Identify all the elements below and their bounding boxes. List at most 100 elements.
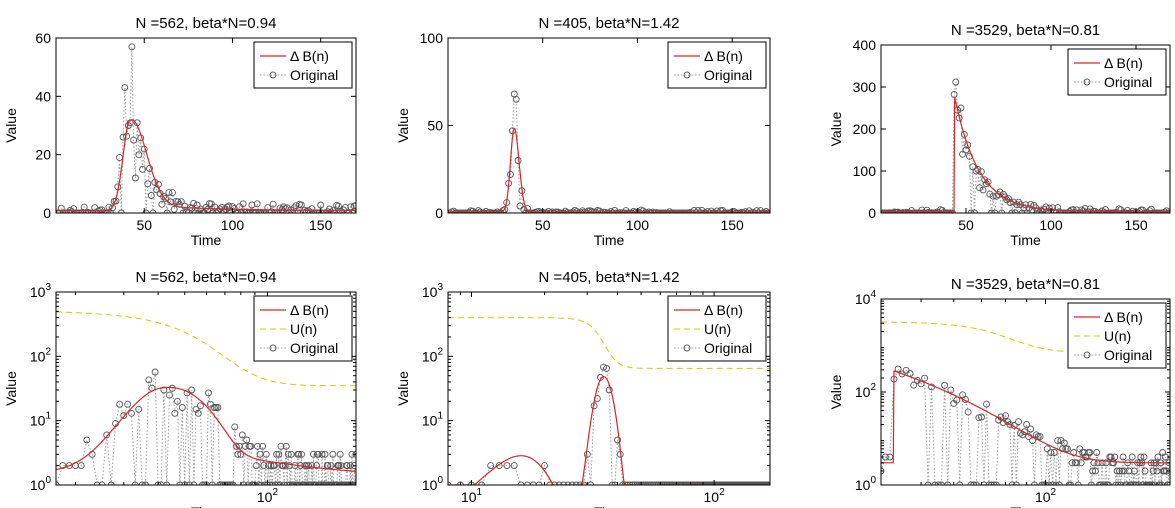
original-point: [507, 171, 514, 178]
y-tick-label: 40: [35, 88, 51, 104]
y-tick-label: 103: [30, 282, 52, 300]
original-point: [669, 209, 677, 213]
original-point: [351, 481, 356, 485]
y-tick-label: 100: [853, 163, 877, 179]
legend: Δ B(n) Original: [1067, 48, 1167, 96]
legend-label: Original: [290, 67, 338, 83]
original-point: [1127, 209, 1135, 213]
x-tick-label: 101: [461, 487, 483, 505]
original-point: [541, 462, 548, 470]
original-point: [990, 481, 998, 485]
original-point: [673, 209, 681, 213]
x-axis-label: Time: [191, 232, 222, 248]
original-point: [188, 386, 196, 394]
original-point: [660, 209, 668, 213]
original-point: [61, 209, 69, 213]
original-point: [653, 481, 661, 485]
x-tick-label: 50: [535, 217, 551, 233]
original-point: [343, 462, 351, 470]
legend: Δ B(n) U(n) Original: [253, 295, 353, 362]
original-point: [452, 209, 460, 213]
original-point: [499, 207, 507, 213]
original-point: [478, 209, 486, 213]
legend: Δ B(n) Original: [667, 41, 767, 89]
legend-box: [253, 41, 353, 89]
original-point: [232, 442, 240, 450]
original-point: [1129, 481, 1137, 485]
original-point: [179, 209, 187, 213]
original-point: [321, 450, 329, 458]
chart-1: N =562, beta*N=0.94 Time Value 50 100 150 0 20 4…: [3, 15, 357, 248]
original-point: [261, 481, 269, 485]
delta-b-series-line: [448, 127, 770, 213]
original-point: [93, 481, 101, 485]
original-point: [234, 209, 242, 213]
original-point: [645, 481, 653, 485]
original-point: [314, 450, 322, 458]
original-point: [964, 408, 972, 416]
original-point: [527, 209, 535, 213]
original-point: [308, 205, 316, 213]
original-point: [227, 209, 235, 213]
original-point: [978, 413, 985, 421]
original-point: [624, 209, 632, 213]
original-point: [603, 364, 610, 372]
original-point: [524, 205, 532, 213]
original-point: [488, 209, 496, 213]
original-point: [312, 481, 320, 485]
original-point: [1047, 449, 1055, 456]
original-point: [280, 481, 288, 485]
legend: Δ B(n) Original: [253, 41, 353, 89]
original-point: [169, 189, 176, 197]
original-point: [620, 209, 628, 213]
original-point: [1091, 467, 1099, 475]
original-point: [1113, 467, 1121, 475]
original-point: [309, 450, 317, 458]
original-point: [142, 209, 150, 213]
original-point: [675, 209, 683, 213]
original-point: [628, 481, 636, 485]
original-point: [1148, 481, 1156, 485]
original-point: [284, 450, 292, 458]
original-point: [487, 462, 495, 470]
original-point: [568, 481, 576, 485]
original-point: [144, 180, 152, 188]
original-point: [565, 209, 573, 213]
original-point: [1043, 445, 1051, 453]
original-point: [77, 462, 85, 470]
original-point: [70, 205, 78, 213]
legend-label: Original: [704, 340, 752, 356]
original-point: [1030, 202, 1038, 209]
original-point: [998, 209, 1006, 213]
chart-4: N =562, beta*N=0.94 Time Value 102 100 101 102…: [3, 269, 357, 508]
original-point: [1023, 209, 1031, 213]
original-point: [352, 201, 356, 209]
original-point: [176, 481, 184, 485]
original-point: [1112, 481, 1120, 485]
x-axis-label: Time: [594, 232, 625, 248]
original-point: [290, 204, 298, 212]
original-point: [223, 203, 231, 211]
original-point: [478, 481, 486, 485]
original-point: [967, 209, 975, 213]
original-point: [98, 481, 106, 485]
original-point: [1011, 209, 1019, 213]
original-point: [313, 462, 321, 470]
original-point: [161, 194, 169, 202]
original-point: [1074, 481, 1082, 485]
original-point: [626, 481, 634, 485]
legend-swatch-original-marker: [683, 71, 691, 79]
original-point: [103, 431, 111, 439]
original-point: [1122, 209, 1130, 213]
original-point: [535, 481, 543, 485]
y-tick-label: 102: [855, 382, 877, 400]
original-point: [336, 481, 344, 485]
original-point: [218, 203, 226, 211]
original-point: [243, 436, 251, 444]
original-point: [491, 209, 499, 213]
legend-label: Original: [290, 340, 338, 356]
original-point: [1151, 481, 1159, 485]
original-point: [988, 481, 995, 485]
original-point: [107, 481, 115, 485]
original-point: [205, 389, 212, 397]
